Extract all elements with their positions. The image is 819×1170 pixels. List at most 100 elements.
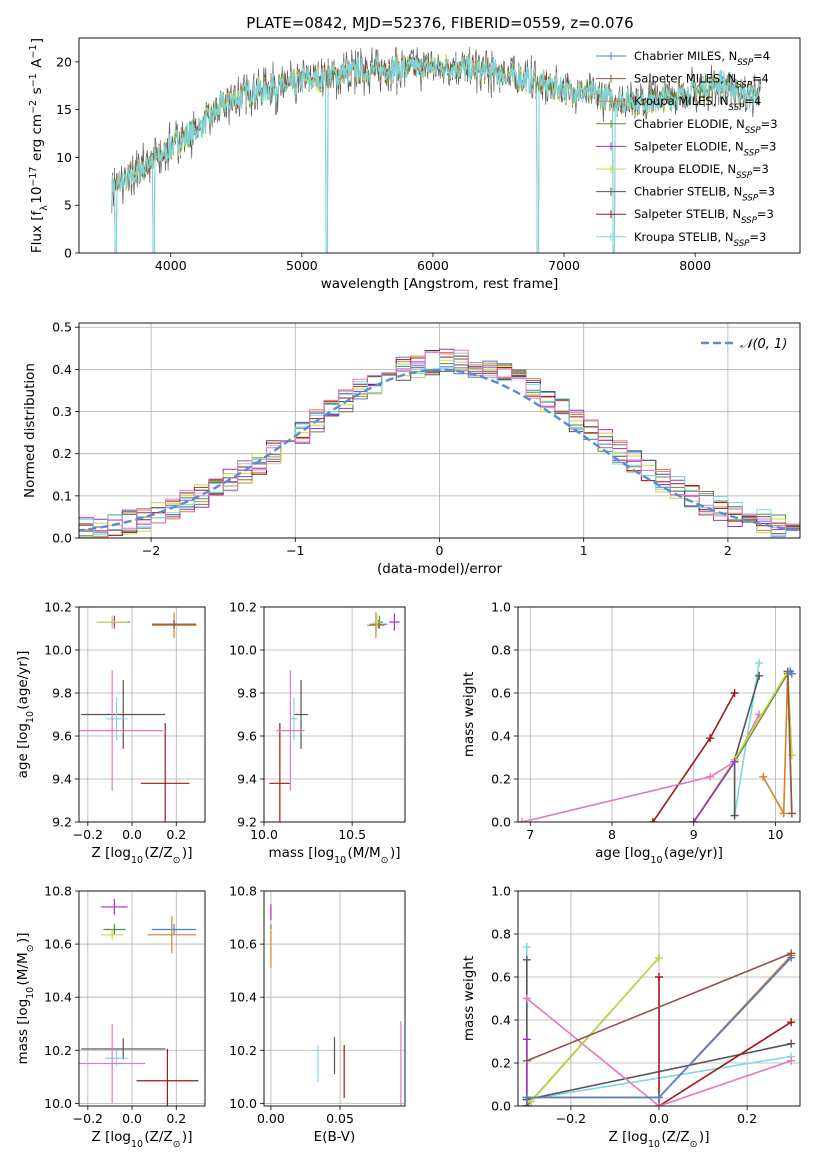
series-marker [689, 818, 698, 822]
series-marker [759, 772, 768, 781]
legend-label: Kroupa MILES, NSSP=4 [634, 94, 761, 113]
x-tick-label: 10.5 [338, 827, 366, 842]
y-tick-label: 9.6 [237, 729, 257, 744]
y-tick-label: 0.0 [491, 815, 511, 830]
legend-label: Chabrier MILES, NSSP=4 [634, 49, 770, 68]
errorbar-point [151, 619, 197, 629]
x-axis-label: (data-model)/error [377, 561, 503, 577]
errorbar-point [373, 613, 381, 631]
errorbar-point [136, 1048, 199, 1106]
y-tick-label: 9.2 [237, 815, 257, 830]
errorbar-point [389, 613, 400, 631]
axes-frame [78, 890, 206, 1107]
series-marker [787, 1039, 796, 1048]
y-tick-label: 20 [56, 54, 72, 69]
x-tick-label: 9 [690, 827, 698, 842]
y-tick-label: 9.8 [52, 686, 72, 701]
x-tick-label: −0.2 [73, 1111, 103, 1126]
x-tick-label: 7 [526, 827, 534, 842]
series-marker [522, 1102, 531, 1106]
legend: Chabrier MILES, NSSP=4 Salpeter MILES, NS… [596, 49, 778, 249]
legend-label: Salpeter MILES, NSSP=4 [634, 72, 769, 91]
x-axis-label: Z [log10 (Z/Z⊙ )] [609, 1129, 710, 1150]
errorbar-point [101, 929, 124, 941]
y-axis-label: age [log10 (age/yr)] [15, 651, 36, 779]
errorbar-point [96, 615, 128, 629]
x-tick-label: 0.2 [166, 1111, 186, 1126]
y-tick-label: 10.2 [229, 600, 257, 615]
legend-label: Salpeter ELODIE, NSSP=3 [634, 139, 776, 158]
errorbar-point [140, 723, 190, 822]
series-marker [655, 953, 663, 962]
x-axis-label: wavelength [Angstrom, rest frame] [321, 276, 559, 292]
y-tick-label: 0.2 [491, 772, 511, 787]
series-kroupa-elodie [530, 957, 660, 1103]
legend-label: Kroupa ELODIE, NSSP=3 [634, 162, 769, 181]
x-axis-label: Z [log10 (Z/Z⊙ )] [92, 1129, 193, 1150]
series-marker [730, 689, 739, 697]
histogram-pink [79, 349, 800, 538]
x-tick-label: 10.0 [250, 827, 278, 842]
x-tick-label: −0.2 [556, 1111, 586, 1126]
y-tick-label: 0.4 [491, 729, 511, 744]
x-tick-label: −2 [142, 543, 160, 558]
legend-label: Kroupa STELIB, NSSP=3 [634, 230, 766, 249]
errorbar-point [103, 924, 126, 935]
series-marker [787, 949, 796, 958]
series-marker [787, 669, 796, 678]
axes-age_vs_mass: 10.0 10.5 9.2 9.4 9.6 9.8 10.0 10.2 mass [log10 … [229, 600, 406, 866]
x-tick-label: 7000 [548, 258, 580, 273]
y-tick-label: 0.8 [491, 643, 511, 658]
y-tick-label: 10.2 [229, 1043, 257, 1058]
y-tick-label: 1.0 [491, 600, 511, 615]
errorbars [269, 612, 400, 822]
series-marker [522, 1056, 531, 1065]
axes-frame [78, 37, 801, 254]
legend-label: 𝒩(0, 1) [740, 337, 787, 352]
y-tick-label: 0.2 [52, 446, 72, 461]
y-tick-label: 10.0 [44, 1096, 72, 1111]
y-tick-label: 10.2 [44, 1043, 72, 1058]
y-tick-label: 10.4 [44, 990, 72, 1005]
x-tick-label: 0.05 [326, 1111, 354, 1126]
errorbar-point [151, 924, 197, 935]
series-marker [779, 809, 788, 818]
legend-label: Chabrier ELODIE, NSSP=3 [634, 117, 778, 136]
weight-lines [518, 658, 796, 822]
errorbar-point [101, 898, 128, 915]
series-marker [787, 809, 796, 818]
x-tick-label: 5000 [286, 258, 318, 273]
series-marker [518, 818, 527, 822]
y-tick-label: 9.4 [52, 772, 72, 787]
series-marker [522, 1035, 531, 1044]
errorbars [79, 898, 199, 1106]
x-tick-label: 0.0 [122, 827, 142, 842]
y-tick-label: 0.4 [52, 362, 72, 377]
x-axis-label: E(B-V) [314, 1129, 356, 1145]
x-axis-label: mass [log10 (M/M⊙ )] [269, 845, 401, 866]
x-axis-label: Z [log10 (Z/Z⊙ )] [92, 845, 193, 866]
errorbar-point [79, 670, 163, 791]
y-tick-label: 10.6 [44, 937, 72, 952]
y-tick-label: 10.6 [229, 937, 257, 952]
errorbar-point [81, 680, 166, 749]
errorbar-point [105, 697, 128, 741]
x-axis-label: age [log10 (age/yr)] [595, 845, 723, 866]
axes-weight_vs_Z: −0.2 0.0 0.2 0.0 0.2 0.4 0.6 0.8 1.0 Z [log10 (Z/… [461, 884, 801, 1150]
series-marker [655, 973, 663, 981]
series-pink [526, 997, 792, 1106]
x-tick-label: 4000 [155, 258, 187, 273]
series-marker [655, 1093, 663, 1102]
x-tick-label: 0.2 [737, 1111, 757, 1126]
errorbar-point [367, 612, 385, 639]
axes-mass_vs_Z: −0.2 0.0 0.2 10.0 10.2 10.4 10.6 10.8 Z [log10 (… [15, 884, 206, 1150]
y-axis-label: Normed distribution [22, 363, 38, 498]
x-tick-label: −0.2 [73, 827, 103, 842]
y-tick-label: 10.0 [229, 1096, 257, 1111]
y-tick-label: 10.0 [44, 643, 72, 658]
axes-frame [78, 322, 801, 539]
x-tick-label: 10 [768, 827, 784, 842]
series-marker [755, 671, 764, 680]
y-tick-label: 10 [56, 150, 72, 165]
axes-frame [78, 606, 206, 823]
